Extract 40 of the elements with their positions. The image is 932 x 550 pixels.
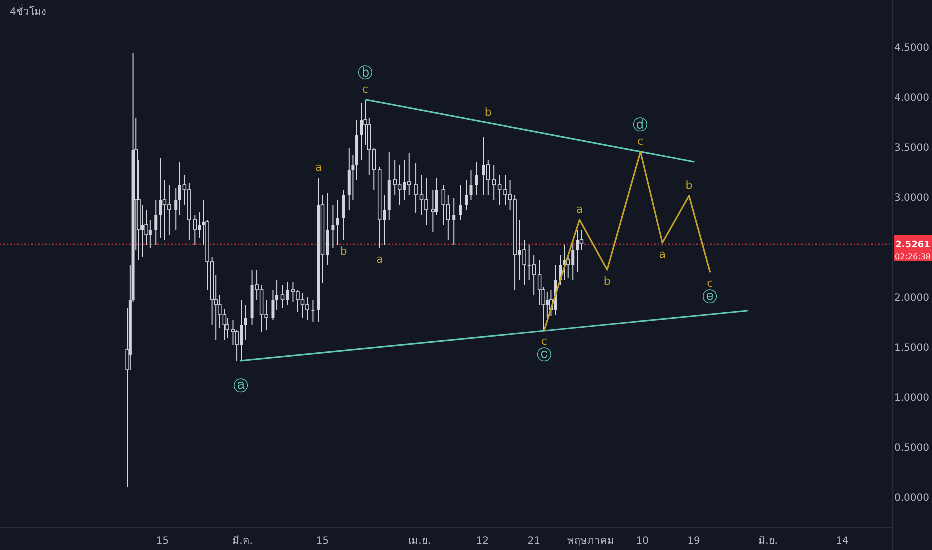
annotation: a <box>659 248 666 261</box>
text: 4ชั่วโมง <box>10 4 46 18</box>
x-tick-label: มิ.ย. <box>758 536 778 547</box>
annotation: c <box>362 83 369 96</box>
annotation: ⓔ <box>702 288 718 306</box>
annotation: a <box>316 161 322 174</box>
y-tick-label: 1.0000 <box>894 393 930 404</box>
x-tick-label: เม.ย. <box>408 536 432 547</box>
text: 02:26:38 <box>895 252 931 262</box>
y-tick-label: 4.0000 <box>894 93 930 104</box>
x-tick-label: มี.ค. <box>232 535 253 547</box>
annotation: a <box>376 253 384 266</box>
annotation: b <box>484 106 492 119</box>
x-tick-label: 15 <box>156 536 170 547</box>
x-tick-label: 19 <box>688 536 700 547</box>
annotation: c <box>542 335 548 348</box>
y-tick-label: 0.0000 <box>894 493 930 504</box>
annotation: c <box>707 277 714 290</box>
annotation: ⓓ <box>633 116 648 134</box>
annotation: b <box>604 275 611 288</box>
x-tick-label: 10 <box>636 536 649 547</box>
y-tick-label: 0.5000 <box>894 443 930 454</box>
x-tick-label: 21 <box>528 536 540 547</box>
annotation: a <box>576 203 584 216</box>
annotation: c <box>638 135 644 148</box>
ref-line-label: 2.5261 <box>896 240 930 250</box>
annotation: b <box>686 179 693 192</box>
annotation: ⓐ <box>233 377 248 395</box>
annotation: ⓑ <box>358 64 374 82</box>
x-tick-label: พฤษภาคม <box>568 536 615 547</box>
x-tick-label: 12 <box>476 536 490 547</box>
x-tick-label: 15 <box>316 536 330 547</box>
y-tick-label: 3.0000 <box>894 193 930 204</box>
y-tick-label: 1.5000 <box>894 343 930 354</box>
y-tick-label: 4.5000 <box>894 43 930 54</box>
y-tick-label: 3.5000 <box>894 143 930 154</box>
annotation: b <box>340 245 348 258</box>
annotation: ⓒ <box>537 346 552 364</box>
y-tick-label: 2.0000 <box>894 293 930 304</box>
x-tick-label: 14 <box>836 536 849 547</box>
